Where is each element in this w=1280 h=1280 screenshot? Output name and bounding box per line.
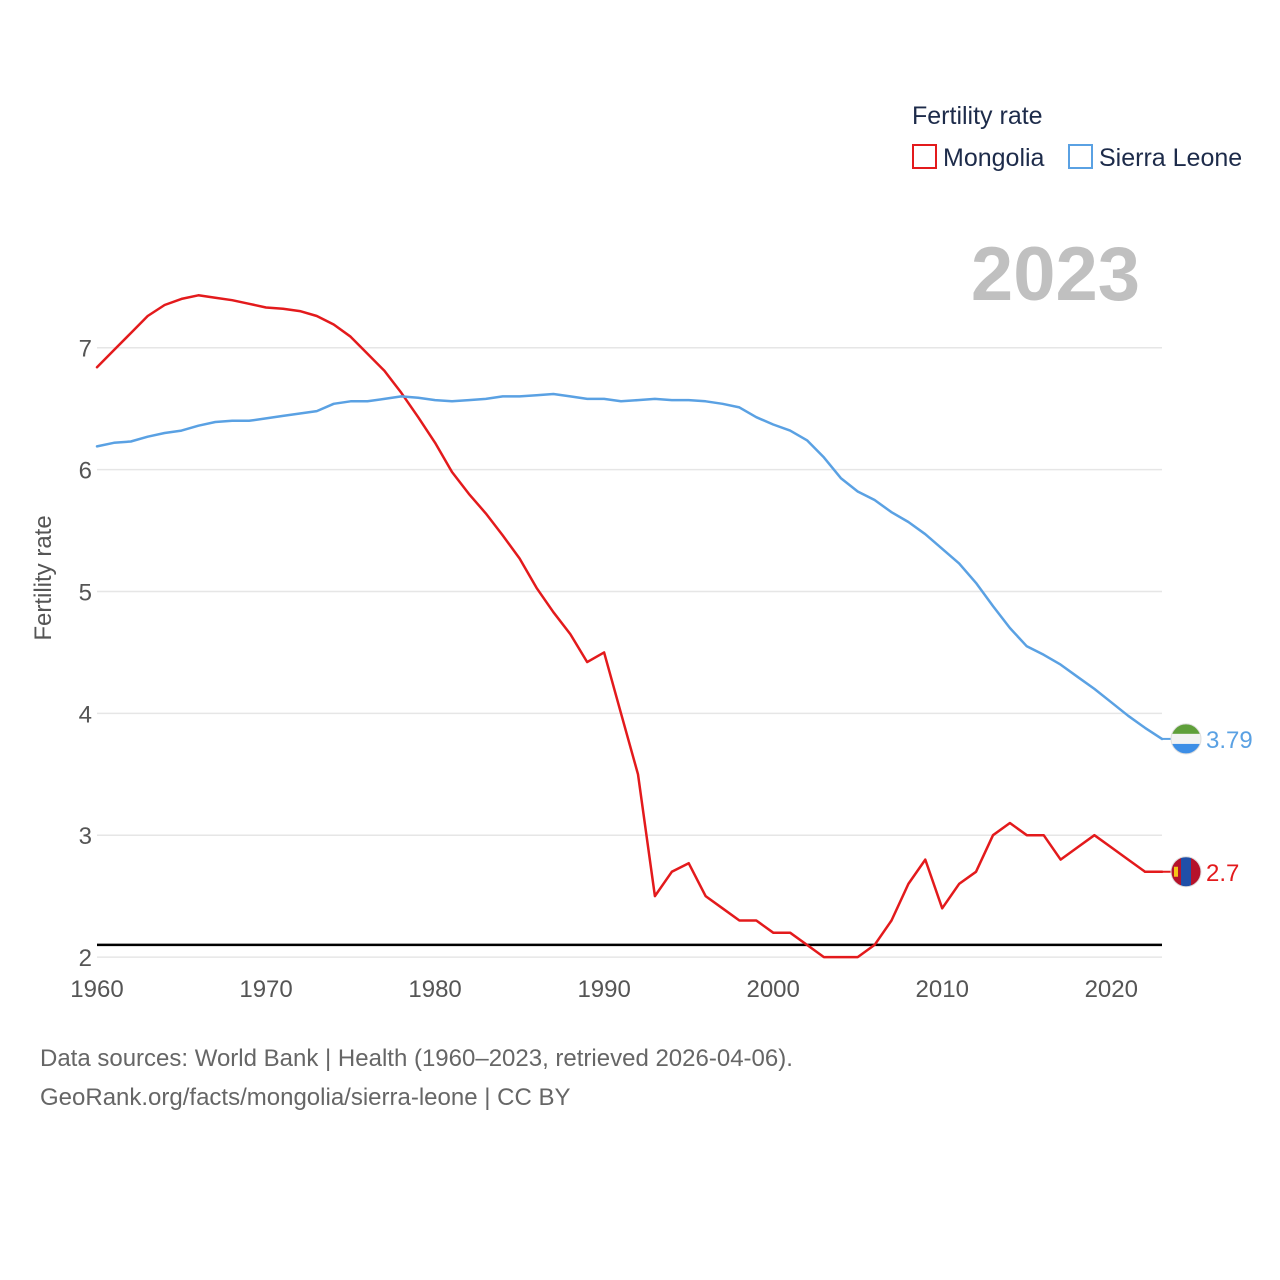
y-axis-title: Fertility rate: [30, 515, 57, 640]
x-tick-label: 1980: [408, 976, 461, 1003]
y-axis-ticks: 2 3 4 5 6 7: [79, 336, 92, 972]
gridlines: [97, 346, 1162, 958]
legend-item-mongolia[interactable]: Mongolia: [912, 144, 1045, 172]
series-end-markers: 2.7 3.79: [1162, 723, 1253, 888]
x-tick-label: 2010: [916, 976, 969, 1003]
legend-label-mongolia: Mongolia: [943, 144, 1045, 172]
series-line-mongolia: [95, 294, 1164, 959]
y-tick-label: 6: [79, 458, 92, 485]
footer-url[interactable]: GeoRank.org/facts/mongolia/sierra-leone …: [40, 1084, 571, 1111]
mongolia-flag-icon: [1171, 856, 1201, 887]
series-lines: [95, 294, 1164, 959]
legend-item-sierra-leone[interactable]: Sierra Leone: [1068, 144, 1242, 172]
x-axis-ticks: 1960 1970 1980 1990 2000 2010 2020: [70, 976, 1138, 1003]
legend-label-sierra-leone: Sierra Leone: [1099, 144, 1242, 172]
y-tick-label: 4: [79, 701, 92, 728]
year-watermark: 2023: [971, 232, 1140, 317]
x-tick-label: 1960: [70, 976, 123, 1003]
x-tick-label: 2000: [746, 976, 799, 1003]
legend: Fertility rate Mongolia Sierra Leone: [912, 102, 1242, 172]
sierra-leone-flag-icon: [1171, 723, 1201, 754]
x-tick-label: 2020: [1085, 976, 1138, 1003]
y-tick-label: 2: [79, 945, 92, 972]
x-tick-label: 1990: [577, 976, 630, 1003]
end-value-mongolia: 2.7: [1206, 860, 1239, 887]
end-value-sierra-leone: 3.79: [1206, 727, 1253, 754]
legend-swatch-mongolia: [912, 144, 937, 169]
y-tick-label: 3: [79, 823, 92, 850]
x-tick-label: 1970: [239, 976, 292, 1003]
legend-swatch-sierra-leone: [1068, 144, 1093, 169]
legend-title: Fertility rate: [912, 102, 1043, 130]
series-line-sierra-leone: [95, 392, 1164, 741]
y-tick-label: 7: [79, 336, 92, 363]
footer-sources: Data sources: World Bank | Health (1960–…: [40, 1045, 793, 1072]
y-tick-label: 5: [79, 579, 92, 606]
